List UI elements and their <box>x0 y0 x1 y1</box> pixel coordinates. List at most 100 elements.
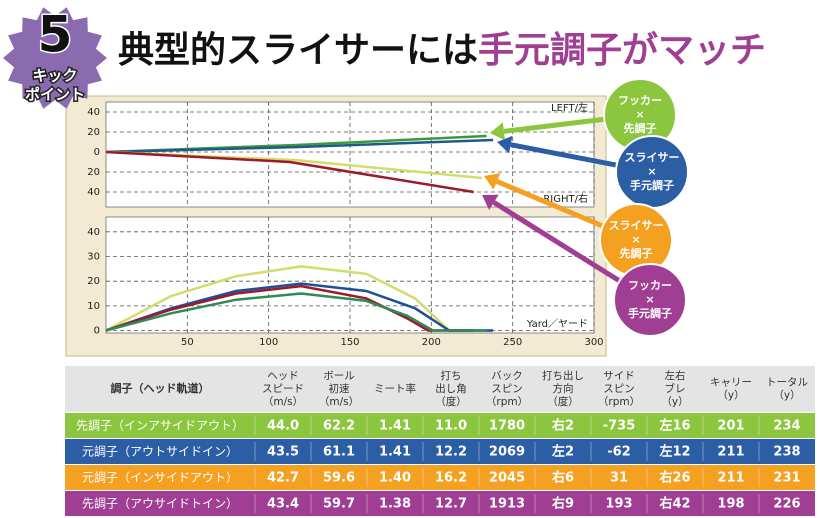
callout-label: フッカー <box>628 279 672 292</box>
y-tick-label: 0 <box>94 147 100 158</box>
y-tick-label: 40 <box>87 107 100 118</box>
callout-arrow <box>510 142 618 168</box>
title: 典型的スライサーには <box>118 30 478 71</box>
callout-label: × <box>645 293 654 306</box>
table-cell: 右6 <box>551 470 574 486</box>
y-tick-label: 40 <box>87 227 100 238</box>
x-tick-label: 250 <box>503 337 522 348</box>
table-cell: 61.1 <box>323 445 355 460</box>
table-cell: 先調子（アウサイドトイン） <box>82 497 238 511</box>
table-header-cell: トータル <box>766 377 808 389</box>
table-cell: 62.2 <box>323 419 355 434</box>
annotation: Yard／ヤード <box>526 318 588 330</box>
table-cell: 右9 <box>551 496 574 512</box>
table-cell: 193 <box>605 497 632 512</box>
table-cell: 左16 <box>659 418 690 434</box>
table-header-cell: 調子（ヘッド軌道） <box>111 381 210 395</box>
y-tick-label: 40 <box>87 187 100 198</box>
table-header-cell: 打ち <box>441 369 462 382</box>
table-header-cell: バック <box>491 370 523 382</box>
callout-label: スライサー <box>609 219 664 232</box>
table-cell: 元調子（インサイドアウト） <box>82 471 238 485</box>
table-cell: 59.7 <box>323 497 355 512</box>
table-header-cell: サイド <box>603 370 635 382</box>
table-header-cell: 出し角 <box>435 382 467 395</box>
callout-arrow <box>492 200 621 284</box>
callout-arrow <box>503 116 605 134</box>
table-cell: -62 <box>607 445 631 460</box>
table-cell: 1.40 <box>379 471 411 486</box>
table-cell: 右26 <box>658 470 690 486</box>
badge-label: ポイント <box>25 86 85 104</box>
y-tick-label: 20 <box>87 167 100 178</box>
table-cell: 11.0 <box>435 419 467 434</box>
title-accent: 手元調子がマッチ <box>478 30 766 71</box>
series-line <box>105 292 487 332</box>
y-tick-label: 10 <box>87 301 100 312</box>
table-cell: 右42 <box>658 496 690 512</box>
table-cell: 2069 <box>489 445 525 460</box>
x-tick-label: 100 <box>259 337 278 348</box>
table-cell: 1.38 <box>379 497 411 512</box>
table-header-cell: スピード <box>262 383 304 395</box>
table-header-cell: （rpm） <box>598 396 640 408</box>
y-tick-label: 30 <box>87 251 100 262</box>
table-cell: 226 <box>773 497 800 512</box>
badge-label: キック <box>32 67 77 85</box>
table-cell: 211 <box>717 445 744 460</box>
x-tick-label: 300 <box>584 337 603 348</box>
table-header-cell: スピン <box>603 383 635 395</box>
table-header-cell: （y） <box>717 390 744 402</box>
table-cell: 211 <box>717 471 744 486</box>
x-tick-label: 50 <box>181 337 194 348</box>
callout-arrow <box>495 179 604 229</box>
table-cell: 44.0 <box>267 419 299 434</box>
series-line <box>105 265 482 332</box>
annotation: LEFT/左 <box>551 101 588 114</box>
callout-label: 手元調子 <box>628 306 672 320</box>
table-header-cell: スピン <box>491 383 523 395</box>
table-header-cell: （m/s） <box>263 396 303 408</box>
table-cell: 201 <box>717 419 744 434</box>
callout-arrowhead <box>482 194 499 211</box>
callout-label: × <box>647 165 656 178</box>
callout-arrowhead <box>490 122 505 141</box>
table-header-cell: （y） <box>661 396 688 408</box>
series-line <box>105 282 494 332</box>
callout-label: スライサー <box>625 151 680 164</box>
callout-label: フッカー <box>618 94 662 107</box>
series-line <box>105 138 494 154</box>
table-cell: 231 <box>773 471 800 486</box>
table-header-bg <box>65 366 815 412</box>
table-row-bg <box>65 491 815 516</box>
table-cell: 左12 <box>659 444 690 460</box>
badge-number: 5 <box>38 6 73 64</box>
table-header-cell: ボール <box>323 370 355 382</box>
table-row-bg <box>65 439 815 464</box>
table-cell: 1780 <box>489 419 525 434</box>
x-tick-label: 200 <box>422 337 441 348</box>
callout-label: 手元調子 <box>630 178 674 192</box>
table-header-cell: 初速 <box>329 382 350 395</box>
series-line <box>105 150 474 194</box>
table-header-cell: ヘッド <box>267 370 299 382</box>
table-header-cell: （度） <box>547 395 579 408</box>
badge-star <box>3 7 107 109</box>
table-cell: 右2 <box>551 418 574 434</box>
table-cell: 43.4 <box>267 497 299 512</box>
table-header-cell: （度） <box>435 395 467 408</box>
table-header-cell: （y） <box>773 390 800 402</box>
table-row-bg <box>65 413 815 438</box>
table-cell: 43.5 <box>267 445 299 460</box>
table-cell: 16.2 <box>435 471 467 486</box>
table-cell: 1913 <box>489 497 525 512</box>
callout-arrowhead <box>497 135 513 154</box>
table-cell: 59.6 <box>323 471 355 486</box>
table-cell: 238 <box>773 445 800 460</box>
table-header-cell: 打ち出し <box>542 369 584 382</box>
series-line <box>105 284 474 332</box>
x-tick-label: 150 <box>340 337 359 348</box>
callout-label: × <box>631 233 640 246</box>
table-cell: 12.2 <box>435 445 467 460</box>
annotation: RIGHT/右 <box>543 192 588 205</box>
